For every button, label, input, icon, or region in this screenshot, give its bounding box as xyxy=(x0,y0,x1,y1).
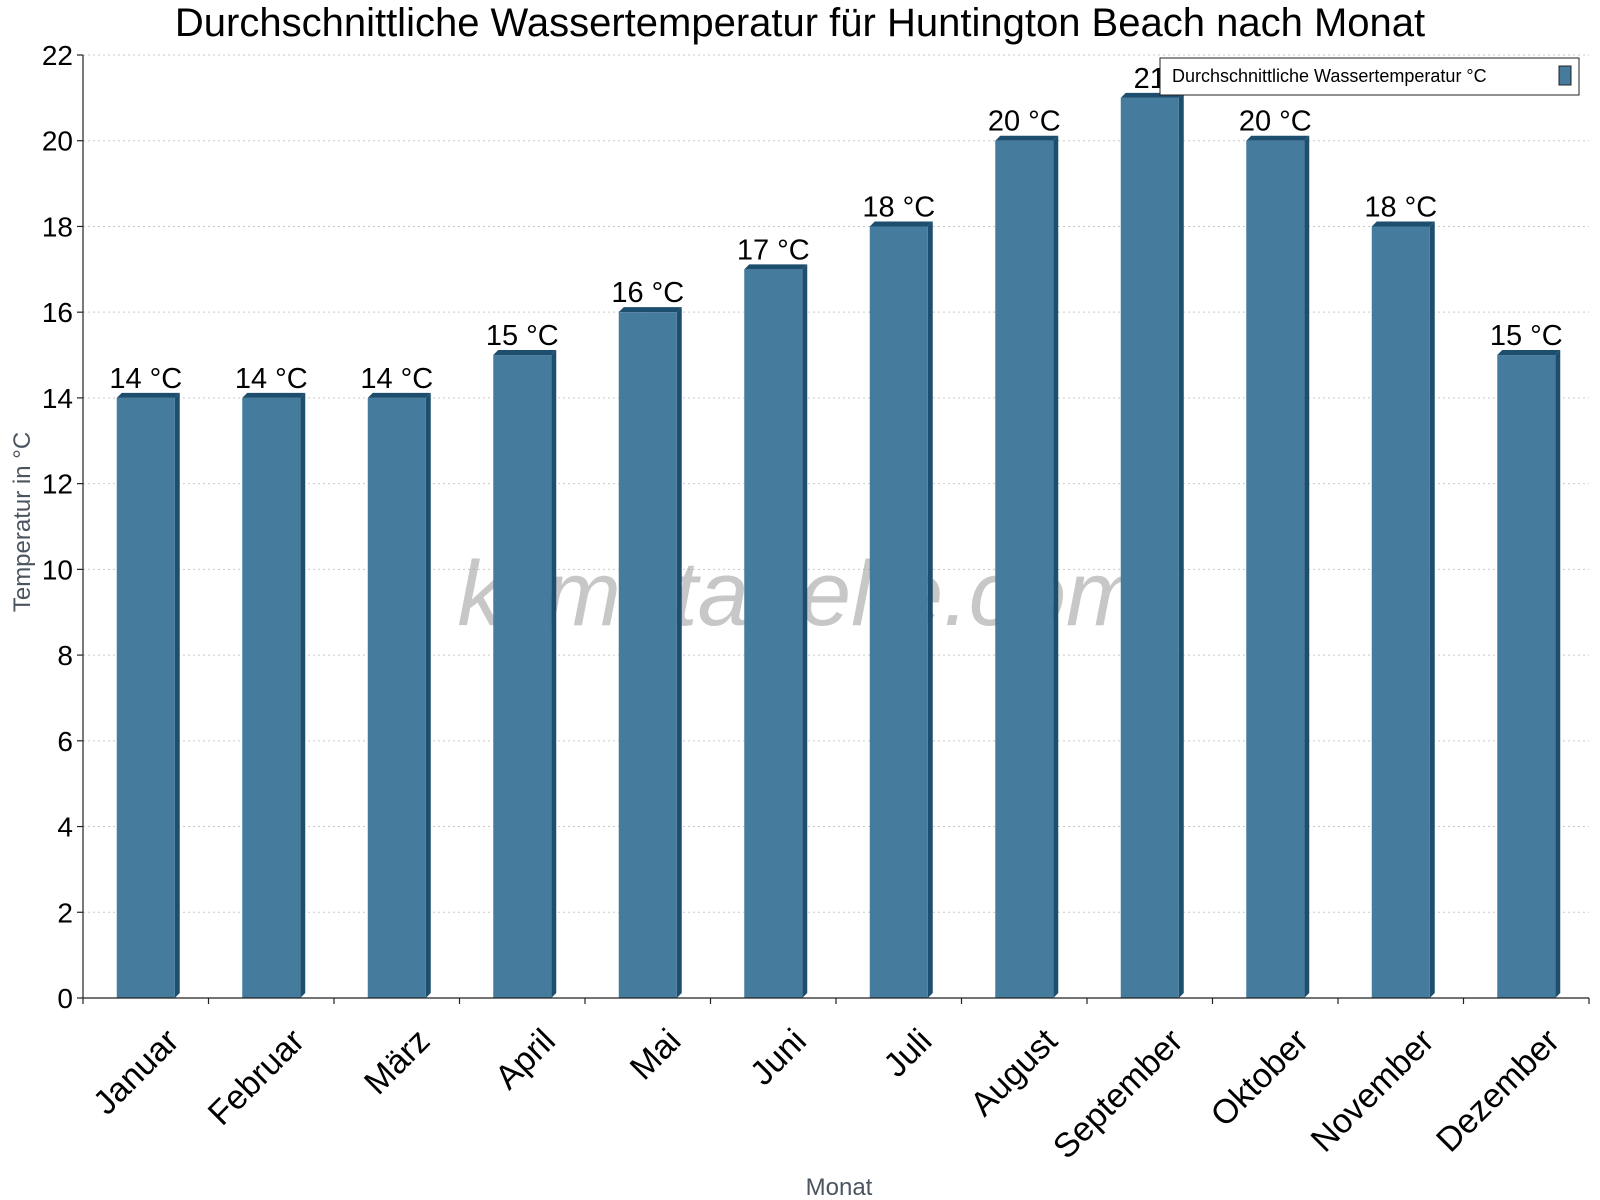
x-tick-label: Juli xyxy=(876,1022,939,1085)
bar-face xyxy=(367,397,426,999)
bar xyxy=(995,135,1059,998)
x-tick-label: Dezember xyxy=(1429,1022,1567,1160)
bar xyxy=(1497,350,1561,999)
y-tick-label: 16 xyxy=(42,297,73,328)
data-label: 20 °C xyxy=(988,106,1061,138)
data-label: 20 °C xyxy=(1239,106,1312,138)
legend-swatch xyxy=(1558,65,1572,86)
bar-face xyxy=(618,312,677,998)
bar xyxy=(116,392,180,999)
bar-side xyxy=(1555,350,1561,999)
bar-side xyxy=(1053,135,1059,998)
x-tick-label: März xyxy=(357,1022,437,1102)
bar xyxy=(1371,221,1435,999)
bar-side xyxy=(927,221,933,999)
x-tick-label: Februar xyxy=(201,1022,312,1133)
y-axis-label: Temperatur in °C xyxy=(9,432,36,612)
bar-series xyxy=(116,92,1561,999)
bar xyxy=(1246,135,1310,998)
x-tick-label: August xyxy=(963,1021,1065,1123)
data-label: 18 °C xyxy=(862,191,935,223)
y-tick-label: 10 xyxy=(42,554,73,585)
bar-top xyxy=(1497,350,1561,356)
bar-side xyxy=(1304,135,1310,998)
bar-side xyxy=(1178,92,1184,998)
x-axis-label: Monat xyxy=(806,1174,873,1200)
bar-top xyxy=(367,392,431,398)
bar-face xyxy=(869,226,928,999)
bar-top xyxy=(116,392,180,398)
bar-side xyxy=(425,392,431,999)
bar-face xyxy=(116,397,175,999)
bar xyxy=(618,307,682,998)
y-tick-label: 8 xyxy=(57,640,73,671)
bar xyxy=(869,221,933,999)
bar-side xyxy=(174,392,180,999)
y-tick-label: 6 xyxy=(57,726,73,757)
bar-top xyxy=(1371,221,1435,227)
x-tick-label: Mai xyxy=(623,1022,689,1088)
legend-entry-label: Durchschnittliche Wassertemperatur °C xyxy=(1172,66,1487,86)
bar-side xyxy=(1429,221,1435,999)
bar-face xyxy=(744,269,803,998)
data-label: 16 °C xyxy=(611,277,684,309)
data-label: 14 °C xyxy=(109,363,182,395)
x-tick-label: November xyxy=(1304,1022,1442,1160)
legend-box xyxy=(1159,57,1580,96)
bar-face xyxy=(493,355,552,999)
axes xyxy=(77,54,1590,1004)
x-tick-labels: Januar Februar März April Mai Juni Juli AugustS… xyxy=(86,1021,1567,1166)
y-tick-label: 22 xyxy=(42,40,73,71)
x-tick-label: September xyxy=(1046,1022,1190,1166)
bar-face xyxy=(1120,97,1179,998)
bar xyxy=(1120,92,1184,998)
bar xyxy=(493,350,557,999)
y-tick-label: 20 xyxy=(42,126,73,157)
x-tick-label: April xyxy=(488,1022,563,1097)
bar-face xyxy=(1246,140,1305,998)
bar-top xyxy=(995,135,1059,141)
data-label: 18 °C xyxy=(1364,191,1437,223)
x-tick-label: Oktober xyxy=(1203,1022,1315,1134)
bar-face xyxy=(995,140,1054,998)
bar-side xyxy=(802,264,808,998)
bar-side xyxy=(300,392,306,999)
y-tick-label: 4 xyxy=(57,812,73,843)
bar-side xyxy=(676,307,682,998)
y-tick-labels: 0 2 4 6 8 10 12 14 16 18 20 22 xyxy=(42,40,73,1014)
data-labels: 14 °C 14 °C 14 °C 15 °C 16 °C 17 °C 18 °C 20 °C… xyxy=(109,63,1562,395)
y-tick-label: 18 xyxy=(42,211,73,242)
data-label: 14 °C xyxy=(235,363,308,395)
y-tick-label: 14 xyxy=(42,383,73,414)
chart-title: Durchschnittliche Wassertemperatur für H… xyxy=(175,1,1425,45)
grid-lines xyxy=(83,54,1589,913)
y-tick-label: 12 xyxy=(42,469,73,500)
bar-top xyxy=(242,392,306,398)
data-label: 15 °C xyxy=(1490,320,1563,352)
legend: Durchschnittliche Wassertemperatur °C xyxy=(1159,57,1580,96)
bar xyxy=(744,264,808,998)
bar-side xyxy=(551,350,557,999)
bar-top xyxy=(744,264,808,270)
bar-top xyxy=(493,350,557,356)
x-tick-label: Juni xyxy=(743,1022,814,1093)
bar-top xyxy=(1246,135,1310,141)
bar-top xyxy=(618,307,682,313)
y-tick-label: 0 xyxy=(57,983,73,1014)
bar-face xyxy=(242,397,301,999)
x-tick-label: Januar xyxy=(86,1022,186,1122)
bar xyxy=(367,392,431,999)
bar-face xyxy=(1497,355,1556,999)
data-label: 15 °C xyxy=(486,320,559,352)
bar-face xyxy=(1371,226,1430,999)
data-label: 14 °C xyxy=(360,363,433,395)
bar xyxy=(242,392,306,999)
bar-top xyxy=(869,221,933,227)
data-label: 17 °C xyxy=(737,234,810,266)
y-tick-label: 2 xyxy=(57,897,73,928)
